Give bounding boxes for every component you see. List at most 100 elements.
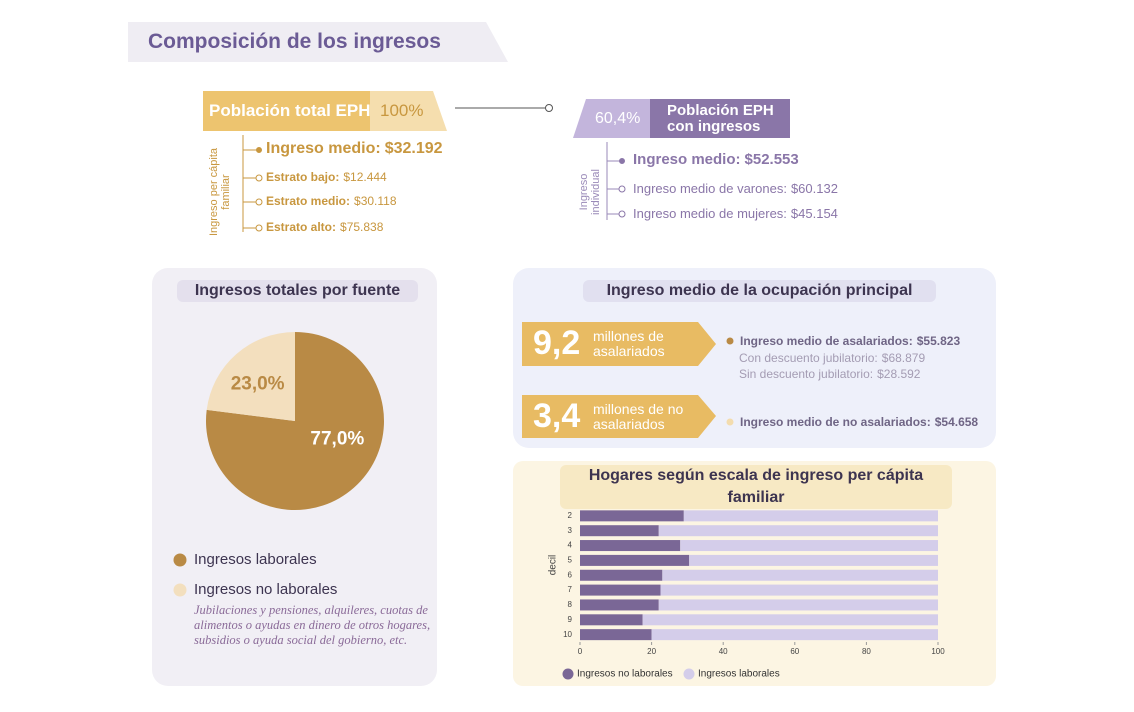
block-item-label: Sin descuento jubilatorio: [739, 367, 874, 381]
legend-label: Ingresos laborales [698, 669, 780, 680]
tree-item: Ingreso medio: $52.553 [633, 151, 799, 168]
tree-dot [255, 198, 263, 206]
x-tick-label: 80 [862, 647, 871, 656]
tree-dot [255, 224, 263, 232]
tree-dot [619, 158, 625, 164]
bar-title: Hogares según escala de ingreso per cápi… [560, 465, 952, 509]
tree-item-label: Estrato alto: [266, 220, 337, 234]
block-text: millones de asalariados [593, 328, 665, 359]
tree-item: Ingreso medio de varones: $60.132 [633, 181, 838, 196]
bar-segment [658, 599, 938, 611]
total-pct-box [370, 91, 447, 131]
x-tick-label: 40 [719, 647, 728, 656]
bar-segment [642, 614, 938, 626]
pie-label: 23,0% [231, 373, 285, 394]
block-number: 9,2 [533, 324, 581, 362]
block-item-value: $68.879 [881, 351, 926, 365]
bar-segment [580, 614, 643, 626]
legend-swatch [173, 583, 187, 597]
side-label: Ingreso individual [578, 169, 602, 215]
tree-item: Estrato bajo: $12.444 [266, 170, 387, 184]
y-tick-label: 3 [568, 526, 573, 535]
bar-segment [651, 629, 938, 641]
legend-swatch [683, 668, 695, 680]
tree-item-value: $52.553 [744, 151, 799, 168]
tree-dot [618, 185, 626, 193]
legend-label: Ingresos no laborales [194, 581, 337, 598]
legend-label: Ingresos no laborales [577, 669, 673, 680]
income-pct-box [573, 99, 652, 138]
pie-slice [206, 332, 295, 421]
tree-item-label: Ingreso medio: [266, 140, 381, 157]
bar-segment [580, 510, 684, 522]
block-dot [726, 337, 734, 345]
tree-item: Estrato medio: $30.118 [266, 194, 397, 208]
title-banner [128, 22, 508, 62]
y-tick-label: 4 [568, 541, 573, 550]
tree-item-label: Estrato medio: [266, 194, 351, 208]
tree-item-value: $32.192 [384, 140, 443, 157]
bar-segment [580, 554, 690, 566]
block-item: Sin descuento jubilatorio: $28.592 [739, 367, 920, 381]
block-item-value: $54.658 [934, 415, 979, 429]
block-arrow [522, 395, 716, 438]
occupation-title: Ingreso medio de la ocupación principal [583, 280, 936, 302]
block-item-value: $28.592 [877, 367, 921, 381]
bar-segment [680, 540, 938, 552]
x-tick-label: 60 [790, 647, 799, 656]
tree-item-label: Ingreso medio de mujeres: [633, 206, 787, 221]
bar-segment [658, 525, 938, 537]
tree-item-value: $12.444 [343, 170, 387, 184]
bar-segment [580, 569, 663, 581]
block-item-label: Con descuento jubilatorio: [739, 351, 878, 365]
y-tick-label: 9 [568, 615, 573, 624]
page-title: Composición de los ingresos [148, 30, 441, 53]
bar-segment [580, 525, 659, 537]
bar-segment [580, 599, 659, 611]
block-dot [726, 418, 734, 426]
y-axis-label: decil [548, 555, 559, 576]
y-tick-label: 10 [563, 630, 572, 639]
side-label: Ingreso per cápita familiar [208, 147, 232, 237]
x-tick-label: 0 [578, 647, 583, 656]
y-tick-label: 8 [568, 600, 573, 609]
tree-item-label: Ingreso medio de varones: [633, 181, 787, 196]
legend-label: Ingresos laborales [194, 551, 317, 568]
tree-item-label: Estrato bajo: [266, 170, 340, 184]
bar-segment [580, 540, 681, 552]
legend-swatch [173, 553, 187, 567]
block-item-label: Ingreso medio de no asalariados: [740, 415, 931, 429]
income-pct: 60,4% [595, 110, 641, 127]
y-tick-label: 6 [568, 570, 573, 579]
pie-description: Jubilaciones y pensiones, alquileres, cu… [194, 603, 431, 647]
y-tick-label: 7 [568, 585, 573, 594]
block-item-label: Ingreso medio de asalariados: [740, 334, 913, 348]
tree-item-value: $45.154 [790, 206, 838, 221]
bar-segment [662, 569, 938, 581]
pie-label: 77,0% [310, 429, 364, 450]
block-number: 3,4 [533, 397, 581, 435]
total-pct: 100% [380, 101, 424, 120]
legend-swatch [562, 668, 574, 680]
tree-dot [618, 210, 626, 218]
bar-segment [660, 584, 938, 596]
block-arrow [522, 322, 716, 366]
connector-dot [545, 104, 553, 112]
total-box [203, 91, 373, 131]
pie-slice [206, 331, 385, 510]
tree-dot [255, 174, 263, 182]
tree-item-value: $30.118 [354, 194, 397, 208]
total-label: Población total EPH [209, 101, 371, 120]
bar-segment [580, 629, 652, 641]
bar-segment [683, 510, 938, 522]
block-text: millones de no asalariados [593, 401, 684, 432]
income-label: Población EPH con ingresos [667, 102, 774, 135]
tree-item: Estrato alto: $75.838 [266, 220, 383, 234]
bar-segment [580, 584, 661, 596]
tree-item: Ingreso medio: $32.192 [266, 140, 443, 158]
x-tick-label: 20 [647, 647, 656, 656]
block-item: Ingreso medio de no asalariados: $54.658 [740, 415, 978, 429]
block-item: Ingreso medio de asalariados: $55.823 [740, 334, 960, 348]
bar-segment [689, 554, 938, 566]
